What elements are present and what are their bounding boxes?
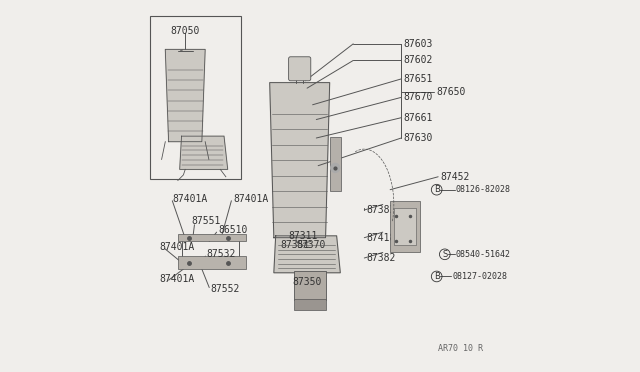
- Text: 87603: 87603: [403, 39, 433, 49]
- Text: S: S: [442, 250, 447, 259]
- Text: 87351: 87351: [280, 240, 310, 250]
- Text: 87602: 87602: [403, 55, 433, 65]
- Bar: [178, 234, 246, 241]
- Polygon shape: [274, 236, 340, 273]
- Text: 87670: 87670: [403, 92, 433, 102]
- Text: 87050: 87050: [170, 26, 200, 36]
- Text: 87650: 87650: [436, 87, 466, 97]
- Bar: [394, 208, 416, 245]
- Bar: [330, 137, 340, 191]
- Text: 87532: 87532: [206, 249, 236, 259]
- Text: 87661: 87661: [403, 113, 433, 123]
- Text: 87382: 87382: [366, 253, 396, 263]
- Text: B: B: [434, 185, 440, 194]
- Text: 87452: 87452: [440, 172, 469, 182]
- Polygon shape: [165, 49, 205, 142]
- Bar: [150, 16, 241, 179]
- Text: 87651: 87651: [403, 74, 433, 84]
- Text: 87401A: 87401A: [172, 194, 207, 204]
- FancyBboxPatch shape: [289, 57, 311, 81]
- Text: 87418: 87418: [366, 233, 396, 243]
- Text: 87552: 87552: [210, 284, 239, 294]
- Text: 87630: 87630: [403, 133, 433, 143]
- Text: B: B: [434, 272, 440, 281]
- Text: 87350: 87350: [292, 277, 322, 287]
- Bar: [294, 299, 326, 310]
- Text: 87401A: 87401A: [159, 242, 195, 252]
- Text: 87401A: 87401A: [159, 274, 195, 284]
- Text: 08540-51642: 08540-51642: [456, 250, 511, 259]
- Bar: [294, 271, 326, 301]
- Polygon shape: [180, 136, 228, 169]
- Text: 87401A: 87401A: [233, 194, 269, 204]
- Polygon shape: [269, 83, 330, 238]
- Text: 08127-02028: 08127-02028: [452, 272, 507, 281]
- Text: 87383: 87383: [366, 205, 396, 215]
- Text: 86510: 86510: [218, 225, 248, 235]
- Text: AR70 10 R: AR70 10 R: [438, 344, 483, 353]
- Text: 87551: 87551: [191, 216, 221, 226]
- Text: 87370: 87370: [296, 240, 325, 250]
- Bar: [390, 201, 420, 253]
- Bar: [178, 256, 246, 269]
- Text: 87311: 87311: [289, 231, 318, 241]
- Circle shape: [331, 163, 340, 172]
- Text: 08126-82028: 08126-82028: [456, 185, 511, 194]
